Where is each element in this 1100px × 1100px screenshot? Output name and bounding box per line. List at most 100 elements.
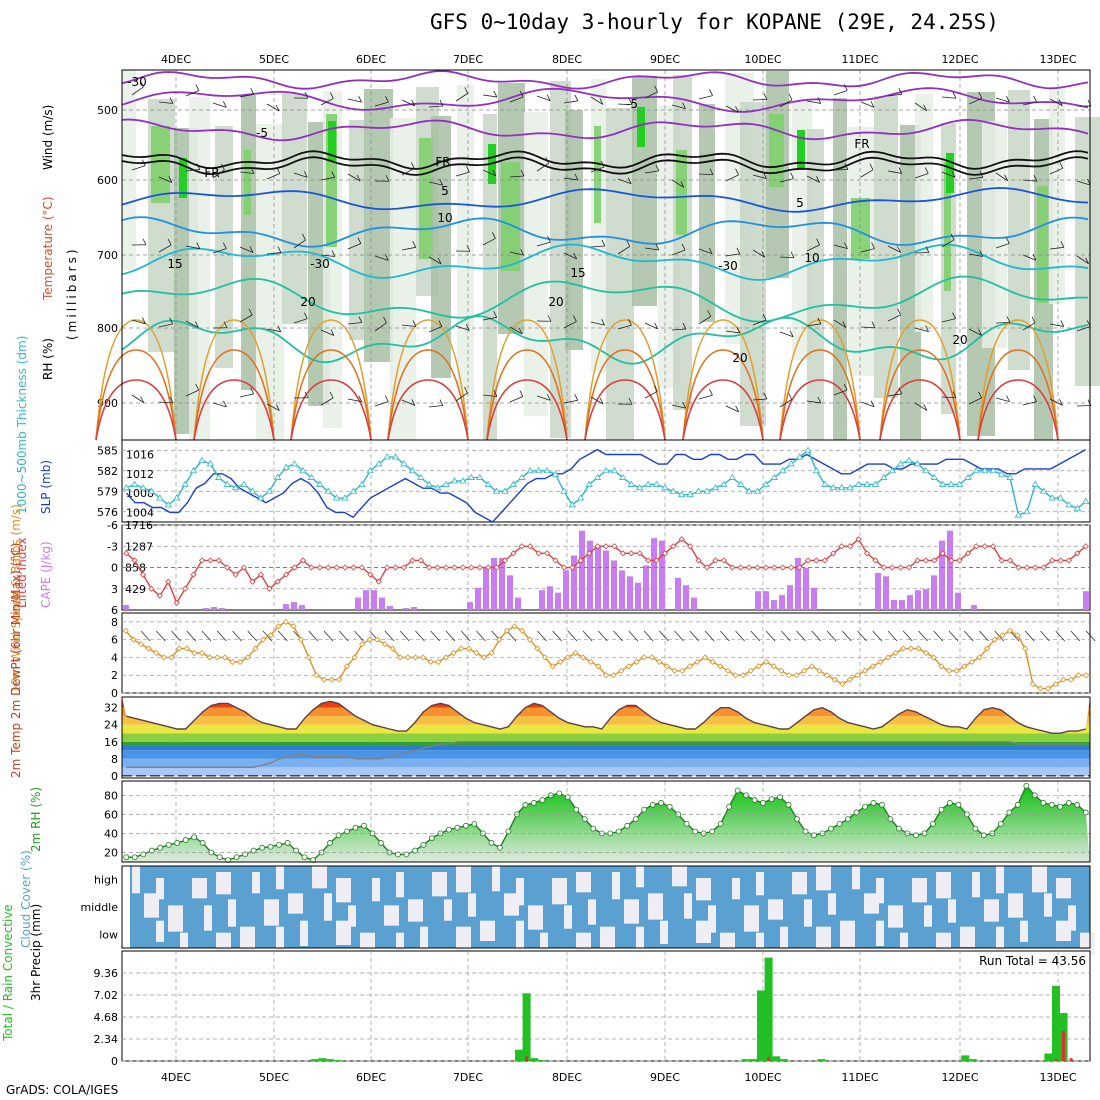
thickness-point — [450, 477, 459, 484]
wind-barb — [833, 90, 848, 96]
cloud-clear-cell — [816, 926, 831, 951]
cape-bar — [507, 575, 513, 610]
lifted-point — [1065, 557, 1073, 564]
slp-tick: 1012 — [126, 468, 154, 481]
contour-label: 20 — [300, 295, 315, 309]
rh-point — [879, 801, 885, 808]
rh-band — [807, 129, 824, 440]
wind-speed-point — [282, 618, 289, 625]
wind-barb — [401, 399, 416, 406]
cloud-clear-cell — [312, 866, 327, 889]
wind-barb-feather — [277, 325, 282, 332]
lifted-point — [762, 564, 769, 571]
wind-barb-feather — [168, 176, 173, 183]
cape-bar — [539, 590, 545, 610]
rh-point — [233, 854, 240, 861]
lifted-point — [813, 557, 820, 564]
wind-barb-feather — [655, 243, 660, 251]
surface-wind-barb — [552, 630, 562, 642]
wind-barb-feather — [518, 327, 523, 335]
wind-barb-feather — [250, 167, 255, 174]
cloud-clear-cell — [492, 866, 500, 892]
lifted-point — [451, 564, 458, 571]
precip-total-bar — [772, 1056, 781, 1061]
lifted-point — [653, 557, 660, 564]
wind-barb-feather — [816, 176, 820, 183]
cloud-clear-cell — [948, 899, 956, 923]
cloud-clear-cell — [1044, 893, 1052, 917]
wind-speed-point — [214, 654, 221, 661]
rh-point — [590, 825, 597, 832]
wind-speed-point — [389, 645, 396, 652]
cape-bar — [595, 545, 601, 610]
cloud-panel: high middle low Cloud Cover (%) — [19, 850, 1095, 960]
cape-bar — [643, 565, 649, 610]
thickness-point — [787, 460, 795, 467]
lifted-point — [1049, 557, 1056, 564]
wind-barb-feather — [520, 248, 524, 256]
thickness-point — [391, 453, 400, 460]
thickness-point — [417, 473, 425, 480]
surface-wind-barb — [338, 630, 349, 642]
lifted-point — [838, 543, 845, 550]
wind-barb-feather — [492, 232, 496, 239]
rh-point — [522, 801, 529, 808]
thickness-point — [577, 494, 585, 501]
wind-barb-feather — [574, 94, 579, 101]
surface-wind-barb — [659, 630, 669, 642]
cape-bar — [571, 555, 577, 610]
surface-temperature-contour — [95, 379, 177, 441]
wind-speed-point — [595, 663, 602, 670]
rh-point — [301, 854, 308, 861]
rh-point — [471, 820, 478, 827]
surface-wind-barb — [277, 630, 288, 642]
precip-panel-frame — [121, 950, 1091, 1062]
wind-barb — [1022, 322, 1036, 331]
wind-barb-feather — [763, 392, 768, 400]
rh-point — [505, 828, 512, 835]
wind-speed-point — [1006, 627, 1014, 634]
thickness-point — [375, 460, 383, 467]
surface-wind-barb — [1055, 630, 1065, 642]
thickness-point — [181, 480, 189, 487]
rh-saturated — [328, 121, 336, 161]
thickness-point — [1056, 494, 1065, 501]
wind-barb — [725, 405, 739, 413]
surface-wind-barb — [887, 630, 898, 642]
wind-barb-feather — [654, 322, 659, 330]
thickness-tick: 585 — [97, 444, 118, 457]
surface-temperature-contour — [584, 319, 666, 441]
wind-barb — [644, 391, 658, 399]
temp-frame — [121, 696, 1091, 779]
rh-band — [431, 116, 451, 378]
lifted-point — [123, 550, 130, 557]
wind-barb — [644, 170, 659, 174]
wind-barb-feather — [897, 308, 901, 316]
rh-point — [191, 834, 198, 841]
thickness-point — [173, 494, 181, 501]
wind-barb — [455, 93, 468, 102]
wind-barb — [509, 251, 524, 256]
thickness-point — [846, 484, 854, 491]
precip-label-mm: 3hr Precip (mm) — [29, 904, 43, 1001]
wind-barb-feather — [169, 396, 174, 404]
thickness-point — [678, 490, 686, 498]
lifted-point — [594, 543, 601, 550]
wind-barb — [158, 401, 173, 404]
wind-barb — [347, 98, 362, 103]
cloud-clear-cell — [372, 878, 380, 902]
thickness-point — [265, 487, 274, 494]
rh-band — [982, 121, 1007, 348]
wind-barb-feather — [599, 98, 604, 105]
surface-wind-barb — [902, 630, 913, 642]
cloud-clear-cell — [420, 926, 428, 954]
wind-barb-feather — [223, 400, 227, 408]
lifted-point — [139, 571, 147, 578]
wind-speed-point — [244, 654, 251, 661]
rh-band — [241, 95, 256, 390]
wind-barb — [752, 249, 766, 258]
surface-temperature-contour — [977, 379, 1059, 441]
wind-barb — [779, 399, 792, 408]
rh-point — [828, 825, 834, 832]
